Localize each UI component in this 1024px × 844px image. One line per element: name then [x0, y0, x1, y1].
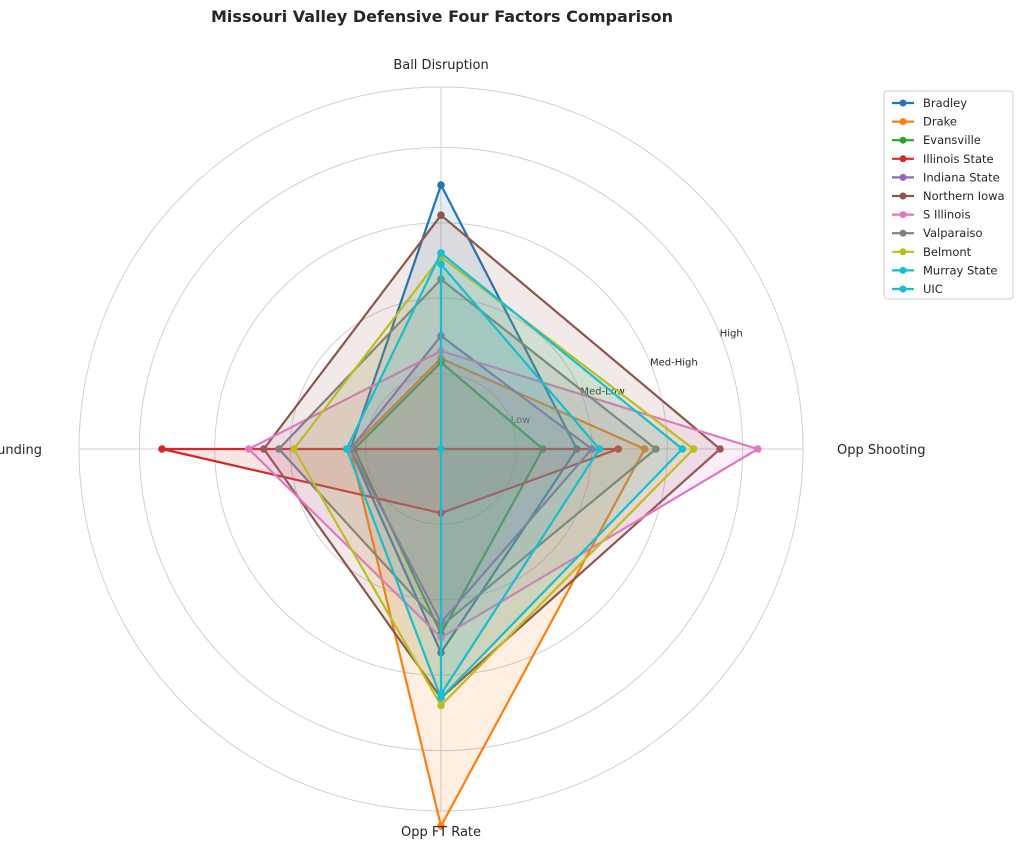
data-point: [342, 445, 351, 453]
chart-title: Missouri Valley Defensive Four Factors C…: [211, 7, 673, 26]
data-point: [437, 260, 445, 269]
legend-label: Valparaiso: [923, 226, 983, 240]
series-fill: [441, 264, 600, 695]
series-layer: [158, 181, 762, 830]
series-belmont: [290, 252, 698, 710]
legend-item: Evansville: [892, 133, 981, 147]
legend-marker: [899, 99, 907, 107]
data-point: [753, 445, 762, 453]
series-fill: [354, 362, 543, 634]
data-point: [588, 445, 596, 453]
data-point: [640, 445, 649, 453]
data-point: [614, 445, 623, 453]
legend-item: Valparaiso: [892, 226, 983, 240]
legend-item: Bradley: [892, 96, 967, 110]
legend-item: S Illinois: [892, 208, 970, 222]
legend-marker: [899, 229, 907, 237]
data-point: [595, 445, 604, 453]
legend-item: Murray State: [892, 263, 997, 277]
ring-label: Med-Low: [580, 386, 624, 397]
legend-label: Drake: [923, 115, 957, 129]
legend-marker: [899, 192, 907, 200]
legend-marker: [899, 155, 907, 163]
axis-label: Opp FT Rate: [401, 825, 481, 840]
series-fill: [248, 351, 758, 638]
legend-marker: [899, 118, 907, 126]
legend-marker: [899, 248, 907, 256]
axis-labels: Ball Disruption Opp Shooting Opp FT Rate De…: [0, 58, 925, 840]
legend-marker: [899, 285, 907, 293]
legend-item: Drake: [892, 115, 957, 129]
data-point: [437, 822, 445, 830]
legend-marker: [899, 211, 907, 219]
data-point: [244, 445, 253, 453]
ring-labels: Low Med-Low Med-High High: [511, 329, 743, 427]
legend-label: Northern Iowa: [923, 189, 1005, 203]
data-point: [689, 445, 698, 453]
data-point: [259, 445, 268, 453]
ring-label: High: [720, 329, 743, 340]
legend-marker: [899, 173, 907, 181]
legend-label: Bradley: [923, 96, 967, 110]
data-point: [652, 445, 660, 453]
data-point: [678, 445, 687, 453]
legend-items: Bradley Drake Evansville Illinois State Indi…: [892, 96, 1005, 296]
axis-label: Def Rebounding: [0, 443, 42, 458]
data-point: [716, 445, 724, 453]
legend-label: Belmont: [923, 245, 972, 259]
data-point: [437, 181, 445, 189]
ring-label: Low: [511, 415, 531, 426]
data-point: [437, 211, 445, 220]
series-fill: [350, 358, 645, 827]
data-point: [437, 249, 445, 257]
series-fill: [278, 279, 656, 627]
legend-item: Illinois State: [892, 152, 994, 166]
legend-item: Belmont: [892, 245, 972, 259]
legend-label: Indiana State: [923, 170, 1000, 184]
series-uic: [437, 260, 604, 698]
series-fill: [293, 256, 694, 706]
legend-label: Murray State: [923, 263, 997, 277]
data-point: [275, 445, 283, 453]
ring-label: Med-High: [650, 357, 698, 368]
data-point: [290, 445, 298, 453]
legend-label: Evansville: [923, 133, 981, 147]
legend-frame: [883, 90, 1014, 300]
data-point: [437, 701, 445, 710]
series-fill: [263, 215, 720, 698]
legend-item: Indiana State: [892, 170, 1000, 184]
legend-marker: [899, 136, 907, 144]
data-point: [437, 445, 445, 453]
legend-label: S Illinois: [923, 208, 970, 222]
legend: Bradley Drake Evansville Illinois State Indi…: [883, 90, 1014, 300]
axis-label: Opp Shooting: [837, 443, 925, 458]
axis-label: Ball Disruption: [393, 58, 488, 73]
legend-item: Northern Iowa: [892, 189, 1005, 203]
series-fill: [346, 252, 683, 698]
data-point: [437, 690, 445, 698]
legend-label: UIC: [923, 282, 943, 296]
legend-label: Illinois State: [923, 152, 994, 166]
legend-item: UIC: [892, 282, 943, 296]
legend-marker: [899, 266, 907, 274]
data-point: [158, 445, 166, 453]
series-fill: [350, 335, 592, 623]
